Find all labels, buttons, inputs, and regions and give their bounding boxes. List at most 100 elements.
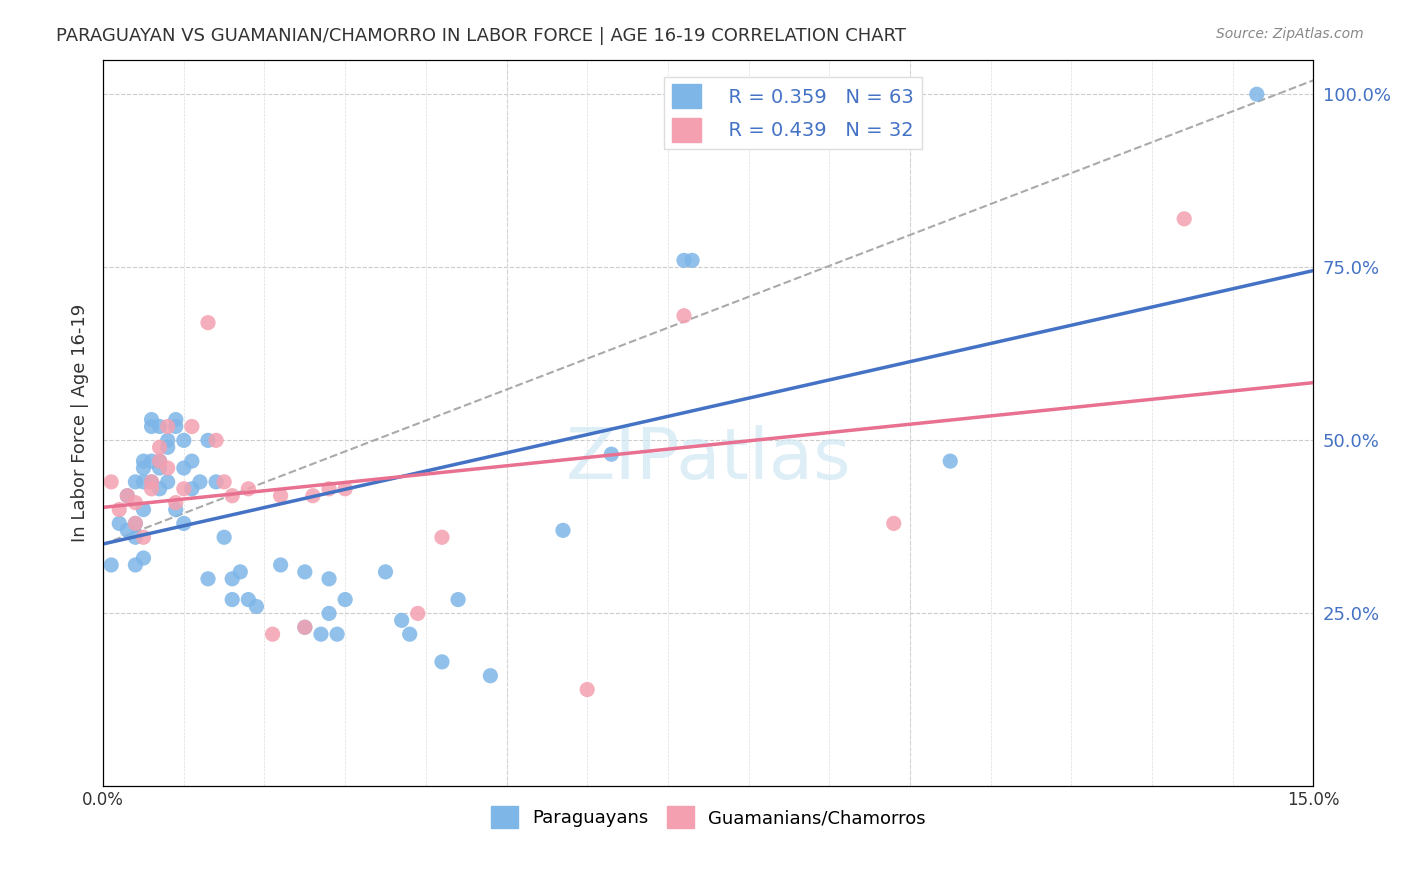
Point <box>221 572 243 586</box>
Point <box>406 607 429 621</box>
Point <box>141 475 163 489</box>
Point <box>132 530 155 544</box>
Point <box>100 558 122 572</box>
Point <box>302 489 325 503</box>
Point <box>132 502 155 516</box>
Point <box>245 599 267 614</box>
Point <box>173 434 195 448</box>
Point <box>156 434 179 448</box>
Point <box>165 496 187 510</box>
Point <box>205 475 228 489</box>
Legend: Paraguayans, Guamanians/Chamorros: Paraguayans, Guamanians/Chamorros <box>484 799 934 836</box>
Point <box>318 482 340 496</box>
Point <box>197 316 219 330</box>
Point <box>117 524 139 538</box>
Point <box>124 530 146 544</box>
Point <box>309 627 332 641</box>
Point <box>197 572 219 586</box>
Point <box>149 440 172 454</box>
Point <box>430 655 453 669</box>
Point <box>479 669 502 683</box>
Point <box>333 482 356 496</box>
Point <box>108 516 131 531</box>
Point <box>212 530 235 544</box>
Y-axis label: In Labor Force | Age 16-19: In Labor Force | Age 16-19 <box>72 304 89 542</box>
Point <box>100 475 122 489</box>
Point <box>132 461 155 475</box>
Point <box>333 592 356 607</box>
Point <box>173 516 195 531</box>
Point <box>197 434 219 448</box>
Point <box>1246 87 1268 102</box>
Text: Source: ZipAtlas.com: Source: ZipAtlas.com <box>1216 27 1364 41</box>
Point <box>165 502 187 516</box>
Point <box>173 461 195 475</box>
Point <box>672 253 695 268</box>
Point <box>262 627 284 641</box>
Point <box>939 454 962 468</box>
Point <box>270 489 292 503</box>
Point <box>180 482 202 496</box>
Point <box>212 475 235 489</box>
Point <box>270 558 292 572</box>
Point <box>141 412 163 426</box>
Point <box>374 565 396 579</box>
Point <box>149 454 172 468</box>
Point <box>294 620 316 634</box>
Point <box>188 475 211 489</box>
Point <box>173 482 195 496</box>
Point <box>156 419 179 434</box>
Point <box>108 502 131 516</box>
Point <box>326 627 349 641</box>
Point <box>141 419 163 434</box>
Point <box>165 412 187 426</box>
Point <box>391 613 413 627</box>
Point <box>229 565 252 579</box>
Point <box>294 620 316 634</box>
Point <box>398 627 420 641</box>
Point <box>890 94 912 108</box>
Point <box>124 516 146 531</box>
Point <box>1173 211 1195 226</box>
Text: ZIPatlas: ZIPatlas <box>565 425 851 494</box>
Point <box>149 419 172 434</box>
Point <box>149 482 172 496</box>
Point <box>124 558 146 572</box>
Point <box>124 496 146 510</box>
Point <box>205 434 228 448</box>
Point <box>318 572 340 586</box>
Point <box>156 461 179 475</box>
Point <box>238 592 260 607</box>
Point <box>551 524 574 538</box>
Point <box>132 475 155 489</box>
Point <box>124 516 146 531</box>
Point <box>294 565 316 579</box>
Point <box>156 440 179 454</box>
Point <box>165 419 187 434</box>
Point <box>221 592 243 607</box>
Point <box>238 482 260 496</box>
Point <box>132 454 155 468</box>
Point <box>141 475 163 489</box>
Point <box>141 482 163 496</box>
Point <box>124 475 146 489</box>
Point <box>132 551 155 566</box>
Point <box>117 489 139 503</box>
Point <box>430 530 453 544</box>
Point <box>883 516 905 531</box>
Point <box>672 309 695 323</box>
Point <box>156 475 179 489</box>
Point <box>180 454 202 468</box>
Point <box>180 419 202 434</box>
Point <box>149 461 172 475</box>
Point <box>318 607 340 621</box>
Text: PARAGUAYAN VS GUAMANIAN/CHAMORRO IN LABOR FORCE | AGE 16-19 CORRELATION CHART: PARAGUAYAN VS GUAMANIAN/CHAMORRO IN LABO… <box>56 27 907 45</box>
Point <box>141 454 163 468</box>
Point <box>149 454 172 468</box>
Point <box>221 489 243 503</box>
Point <box>576 682 599 697</box>
Point <box>447 592 470 607</box>
Point <box>681 253 703 268</box>
Point <box>117 489 139 503</box>
Point <box>600 447 623 461</box>
